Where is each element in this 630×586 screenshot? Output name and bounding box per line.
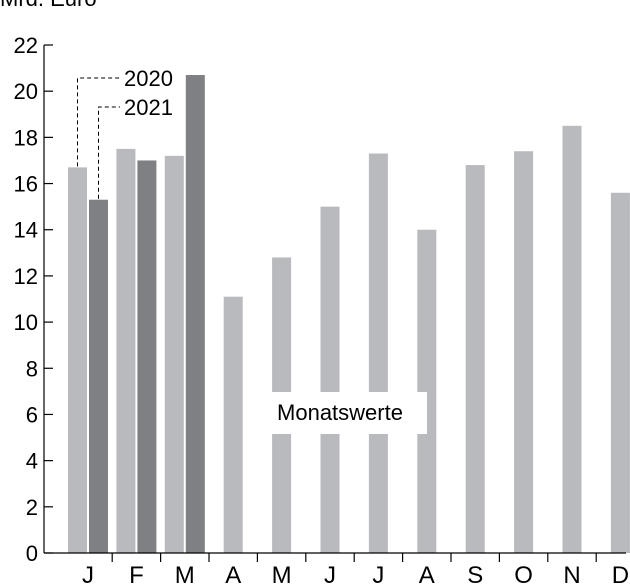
bar-2020-2: [116, 148, 136, 553]
x-tick-label-5: M: [272, 562, 292, 586]
y-tick-label-10: 10: [14, 310, 38, 335]
legend-leader-2020: [77, 77, 120, 167]
axes: 0 2 4 6 8 10 12 14 16 18 20 22 J F M A M J J A S O N D: [14, 33, 630, 586]
legend-label-2020: 2020: [124, 66, 173, 91]
chart-title: Mrd. Euro: [0, 0, 97, 11]
x-tick-label-10: O: [514, 562, 533, 586]
y-tick-label-8: 8: [26, 356, 38, 381]
y-tick-label-18: 18: [14, 125, 38, 150]
x-tick-label-7: J: [372, 562, 384, 586]
bar-2020-11: [562, 125, 582, 554]
bar-2020-1: [68, 167, 87, 553]
legend-leader-2021: [98, 106, 120, 199]
bar-2021-3: [185, 75, 205, 553]
bar-2021-1: [89, 199, 108, 553]
legend: 2020 2021: [77, 66, 173, 199]
bar-2020-4: [223, 296, 243, 553]
y-tick-label-12: 12: [14, 264, 38, 289]
bar-2021-2: [137, 160, 157, 554]
annotation-label: Monatswerte: [277, 400, 403, 425]
y-tick-label-16: 16: [14, 172, 38, 197]
bar-2020-7: [368, 153, 388, 553]
bar-2020-6: [320, 206, 340, 554]
x-tick-label-2: F: [129, 562, 144, 586]
x-tick-label-4: A: [225, 562, 241, 586]
x-tick-label-1: J: [82, 562, 94, 586]
legend-label-2021: 2021: [124, 95, 173, 120]
x-tick-label-9: S: [467, 562, 483, 586]
x-tick-label-12: D: [612, 562, 629, 586]
bar-2020-10: [514, 151, 534, 553]
plot-area: [68, 75, 630, 554]
y-tick-label-14: 14: [14, 218, 38, 243]
x-tick-label-11: N: [563, 562, 580, 586]
y-tick-label-2: 2: [26, 495, 38, 520]
y-tick-label-22: 22: [14, 33, 38, 58]
bar-2020-8: [417, 229, 437, 553]
x-tick-label-3: M: [175, 562, 195, 586]
bar-2020-3: [164, 155, 184, 553]
y-tick-label-0: 0: [26, 541, 38, 566]
x-tick-label-8: A: [419, 562, 435, 586]
x-tick-label-6: J: [324, 562, 336, 586]
bar-2020-9: [465, 165, 485, 553]
bar-2020-12: [610, 192, 630, 554]
annotation-background: [255, 392, 427, 434]
y-tick-label-6: 6: [26, 402, 38, 427]
y-tick-label-20: 20: [14, 79, 38, 104]
y-tick-label-4: 4: [26, 449, 38, 474]
